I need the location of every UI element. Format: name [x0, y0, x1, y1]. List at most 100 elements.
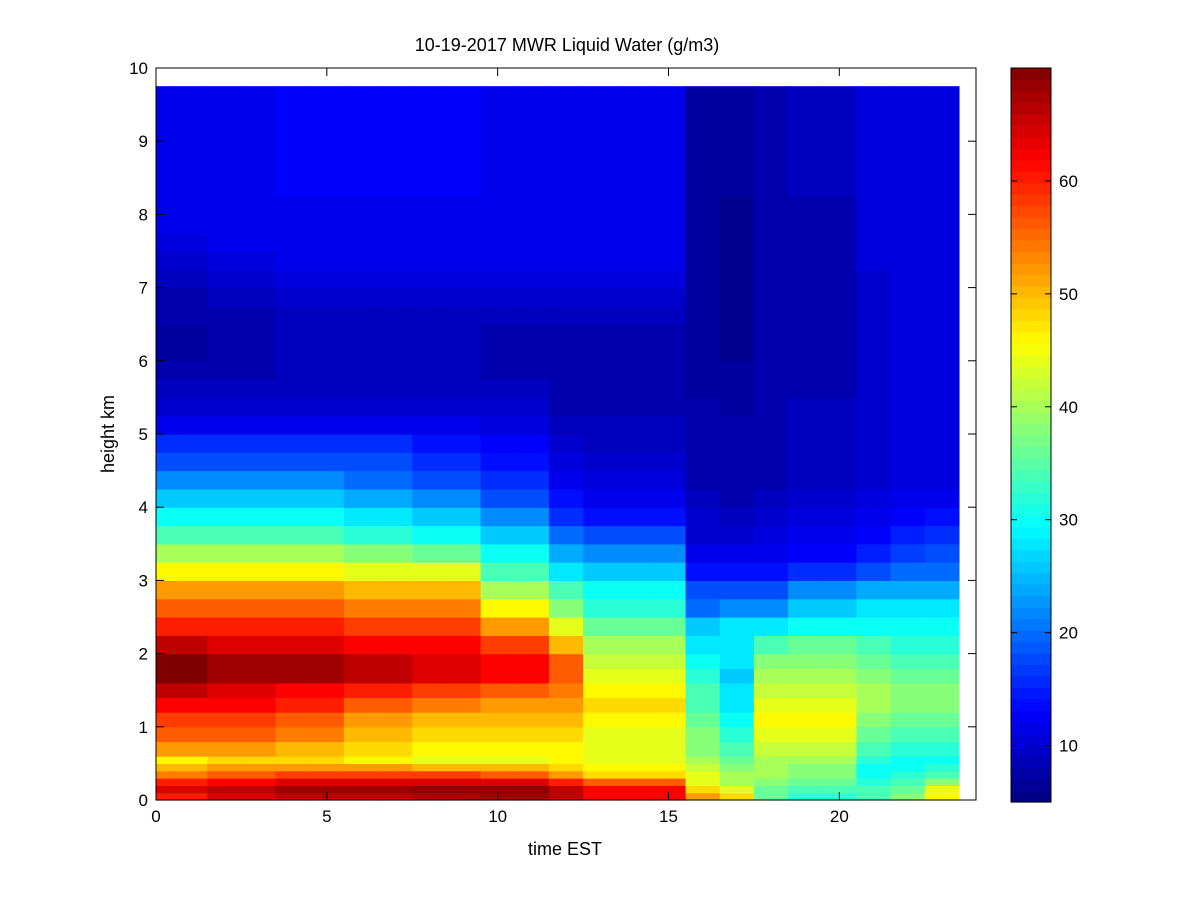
heatmap-cell	[207, 214, 243, 234]
heatmap-cell	[617, 287, 653, 307]
heatmap-cell	[480, 543, 516, 563]
heatmap-cell	[309, 141, 345, 161]
heatmap-cell	[548, 635, 584, 655]
heatmap-cell	[583, 214, 618, 234]
heatmap-cell	[412, 726, 448, 743]
heatmap-cell	[856, 86, 892, 87]
heatmap-cell	[685, 543, 721, 563]
heatmap-cell	[480, 770, 516, 779]
heatmap-cell	[788, 635, 823, 655]
heatmap-cell	[856, 305, 892, 325]
heatmap-cell	[856, 763, 892, 772]
heatmap-cell	[378, 342, 413, 362]
heatmap-cell	[480, 668, 516, 684]
heatmap-cell	[548, 269, 584, 289]
heatmap-cell	[685, 525, 721, 545]
heatmap-cell	[156, 635, 174, 655]
heatmap-cell	[412, 562, 448, 581]
heatmap-cell	[446, 653, 482, 669]
heatmap-cell	[617, 617, 653, 636]
heatmap-cell	[685, 196, 721, 215]
heatmap-cell	[617, 122, 653, 142]
heatmap-cell	[446, 104, 482, 124]
heatmap-cell	[412, 598, 448, 618]
heatmap-cell	[207, 712, 243, 728]
heatmap-cell	[343, 543, 379, 563]
heatmap-cell	[241, 697, 277, 713]
heatmap-cell	[275, 177, 311, 197]
heatmap-cell	[412, 543, 448, 563]
heatmap-cell	[753, 763, 789, 772]
heatmap-cell	[651, 452, 687, 472]
heatmap-cell	[788, 269, 823, 289]
heatmap-cell	[378, 434, 413, 453]
heatmap-cell	[343, 177, 379, 197]
heatmap-cell	[856, 415, 892, 435]
heatmap-cell	[583, 653, 618, 669]
heatmap-cell	[378, 668, 413, 684]
heatmap-cell	[753, 668, 789, 684]
heatmap-cell	[275, 269, 311, 289]
heatmap-cell	[924, 324, 960, 344]
heatmap-cell	[856, 668, 892, 684]
heatmap-cell	[856, 785, 892, 794]
heatmap-cell	[719, 141, 755, 161]
heatmap-cell	[514, 324, 550, 344]
heatmap-cell	[241, 269, 277, 289]
heatmap-cell	[753, 470, 789, 490]
heatmap-cell	[890, 525, 926, 545]
heatmap-cell	[378, 104, 413, 124]
heatmap-cell	[343, 470, 379, 490]
heatmap-cell	[583, 287, 618, 307]
heatmap-cell	[241, 682, 277, 699]
heatmap-cell	[378, 778, 413, 786]
heatmap-cell	[924, 598, 960, 618]
heatmap-cell	[156, 617, 174, 636]
heatmap-cell	[685, 756, 721, 764]
heatmap-cell	[275, 697, 311, 713]
heatmap-cell	[651, 159, 687, 179]
heatmap-cell	[617, 580, 653, 600]
heatmap-cell	[156, 525, 174, 545]
heatmap-cell	[343, 792, 379, 801]
colorbar-segment	[1011, 400, 1051, 413]
heatmap-cell	[412, 141, 448, 161]
heatmap-cell	[173, 712, 208, 728]
heatmap-cell	[651, 379, 687, 398]
heatmap-cell	[241, 397, 277, 417]
heatmap-cell	[173, 287, 208, 307]
heatmap-cell	[548, 525, 584, 545]
heatmap-cell	[719, 196, 755, 215]
heatmap-cell	[343, 756, 379, 764]
colorbar-segment	[1011, 217, 1051, 230]
heatmap-cell	[412, 434, 448, 453]
heatmap-cell	[651, 697, 687, 713]
heatmap-cell	[788, 726, 823, 743]
heatmap-cell	[241, 525, 277, 545]
heatmap-cell	[685, 682, 721, 699]
heatmap-cell	[173, 617, 208, 636]
colorbar-segment	[1011, 423, 1051, 436]
heatmap-cell	[446, 305, 482, 325]
heatmap-cell	[753, 525, 789, 545]
heatmap-cell	[207, 617, 243, 636]
heatmap-cell	[412, 792, 448, 801]
heatmap-cell	[822, 251, 858, 270]
heatmap-cell	[788, 232, 823, 252]
colorbar-segment	[1011, 549, 1051, 562]
heatmap-cell	[685, 287, 721, 307]
heatmap-cell	[156, 452, 174, 472]
heatmap-cell	[651, 712, 687, 728]
heatmap-cell	[583, 159, 618, 179]
heatmap-cell	[412, 379, 448, 398]
heatmap-cell	[514, 785, 550, 794]
heatmap-cell	[412, 770, 448, 779]
heatmap-cell	[343, 763, 379, 772]
heatmap-cell	[685, 770, 721, 779]
heatmap-cell	[890, 726, 926, 743]
heatmap-cell	[412, 214, 448, 234]
heatmap-cell	[275, 214, 311, 234]
heatmap-cell	[480, 251, 516, 270]
heatmap-cell	[156, 770, 174, 779]
heatmap-cell	[173, 159, 208, 179]
